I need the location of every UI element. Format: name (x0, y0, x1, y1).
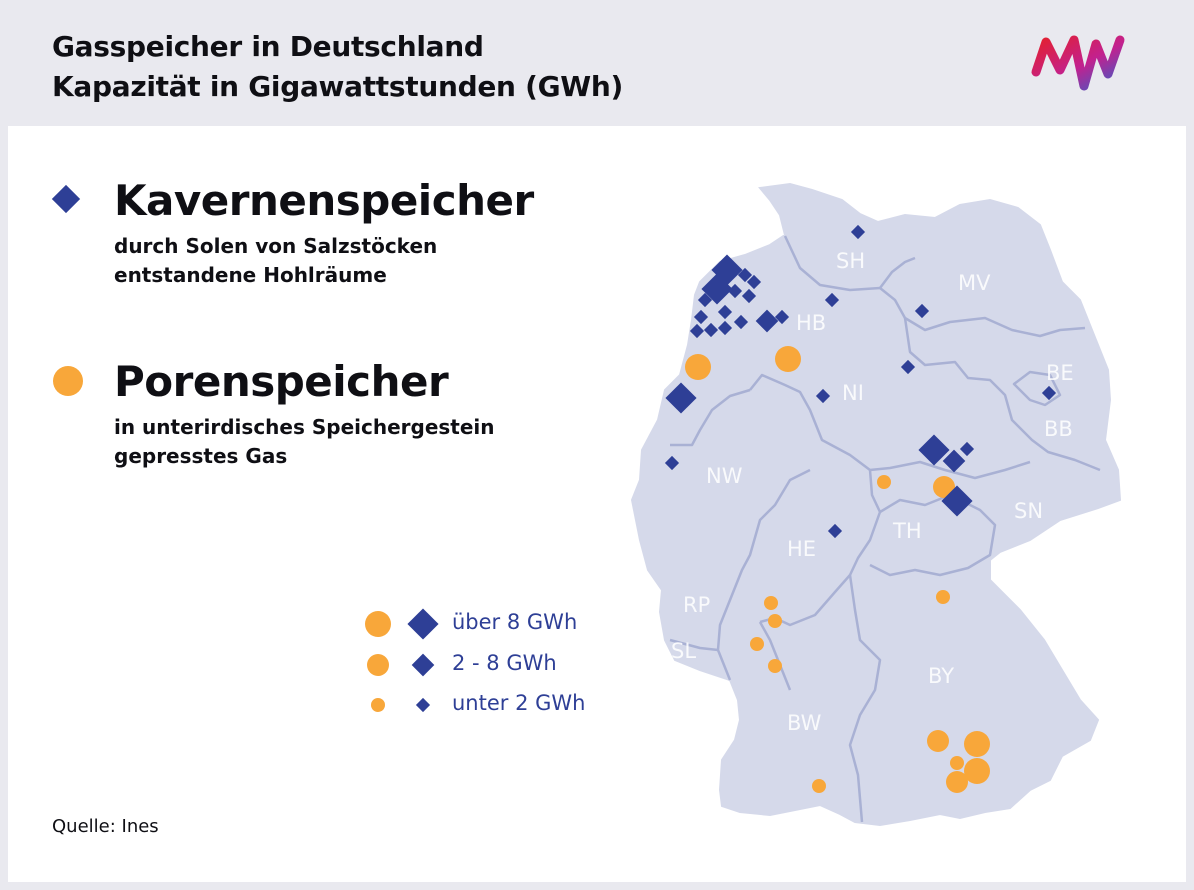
legend-row-medium: 2 - 8 GWh (360, 645, 620, 685)
pore-storage-marker (764, 596, 778, 610)
region-label-sh: SH (836, 249, 865, 273)
legend-row-small: unter 2 GWh (360, 685, 620, 725)
cavern-description: durch Solen von Salzstöcken entstandene … (114, 232, 534, 290)
cavern-storage-marker (755, 309, 779, 333)
source-note: Quelle: Ines (52, 816, 159, 837)
pore-storage-marker (964, 731, 990, 757)
legend-circle-medium (367, 654, 389, 676)
cavern-storage-marker (774, 309, 790, 325)
legend-circle-small (371, 698, 385, 712)
title-line-1: Gasspeicher in Deutschland (52, 30, 484, 63)
region-labels: SH MV HB NI BE BB NW SN TH HE RP SL BY B… (671, 249, 1074, 735)
cavern-storage-marker (959, 441, 975, 457)
pore-storage-marker (812, 779, 826, 793)
legend-symbols-medium (367, 653, 435, 677)
cavern-storage-marker (737, 267, 753, 283)
cavern-storage-marker (703, 322, 719, 338)
pore-storage-marker (950, 756, 964, 770)
pore-storage-marker (685, 354, 711, 380)
region-label-be: BE (1046, 361, 1074, 385)
pore-storage-marker (964, 758, 990, 784)
pore-storage-marker (946, 771, 968, 793)
cavern-storage-marker (850, 224, 866, 240)
legend-label-medium: 2 - 8 GWh (452, 651, 557, 675)
pore-description: in unterirdisches Speichergestein gepres… (114, 413, 495, 471)
cavern-title: Kavernenspeicher (114, 176, 534, 225)
region-label-mv: MV (958, 271, 991, 295)
pore-storage-marker (927, 730, 949, 752)
legend-row-large: über 8 GWh (360, 604, 620, 644)
region-label-hb: HB (796, 311, 826, 335)
legend-diamond-large (407, 608, 439, 640)
cavern-storage-marker (665, 382, 697, 414)
pore-desc-line-1: in unterirdisches Speichergestein (114, 415, 495, 439)
cavern-storage-marker (693, 309, 709, 325)
legend-circle-large (365, 611, 391, 637)
region-label-by: BY (928, 664, 954, 688)
pore-bullet-icon (53, 366, 83, 396)
germany-map: SH MV HB NI BE BB NW SN TH HE RP SL BY B… (630, 182, 1122, 827)
region-label-bw: BW (787, 711, 822, 735)
region-label-sl: SL (671, 639, 696, 663)
cavern-storage-marker (824, 292, 840, 308)
pore-storage-marker (768, 659, 782, 673)
storage-markers (664, 224, 1057, 793)
cavern-storage-marker (827, 523, 843, 539)
region-label-ni: NI (842, 381, 864, 405)
header: Gasspeicher in Deutschland Kapazität in … (0, 0, 1194, 126)
legend-diamond-medium (411, 653, 435, 677)
title-line-2: Kapazität in Gigawattstunden (GWh) (52, 70, 623, 103)
cavern-storage-marker (914, 303, 930, 319)
cavern-desc-line-2: entstandene Hohlräume (114, 263, 387, 287)
pore-storage-marker (750, 637, 764, 651)
legend-symbols-small (371, 697, 431, 713)
cavern-storage-marker (1041, 385, 1057, 401)
cavern-storage-marker (746, 274, 762, 290)
cavern-storage-marker (689, 323, 705, 339)
cavern-storage-marker (701, 273, 733, 305)
region-label-he: HE (787, 537, 816, 561)
cavern-storage-marker (717, 304, 733, 320)
cavern-storage-marker (733, 314, 749, 330)
cavern-storage-marker (918, 434, 950, 466)
cavern-storage-marker (941, 485, 973, 517)
title: Gasspeicher in Deutschland Kapazität in … (52, 27, 623, 107)
mw-logo (1031, 35, 1125, 91)
region-label-nw: NW (706, 464, 743, 488)
region-label-sn: SN (1014, 499, 1043, 523)
region-label-th: TH (892, 519, 922, 543)
cavern-storage-marker (942, 449, 966, 473)
pore-storage-marker (936, 590, 950, 604)
pore-storage-marker (775, 346, 801, 372)
cavern-storage-marker (664, 455, 680, 471)
cavern-storage-marker (815, 388, 831, 404)
legend-label-large: über 8 GWh (452, 610, 578, 634)
cavern-storage-marker (900, 359, 916, 375)
legend-diamond-small (415, 697, 431, 713)
legend-symbols-large (365, 608, 439, 640)
cavern-storage-marker (727, 283, 743, 299)
cavern-storage-marker (741, 288, 757, 304)
pore-title: Porenspeicher (114, 357, 449, 406)
legend-label-small: unter 2 GWh (452, 691, 586, 715)
state-borders (669, 235, 1101, 823)
pore-desc-line-2: gepresstes Gas (114, 444, 288, 468)
cavern-desc-line-1: durch Solen von Salzstöcken (114, 234, 438, 258)
pore-storage-marker (768, 614, 782, 628)
cavern-type-block: Kavernenspeicher durch Solen von Salzstö… (114, 176, 534, 290)
cavern-storage-marker (697, 292, 713, 308)
region-label-rp: RP (683, 593, 710, 617)
cavern-storage-marker (717, 320, 733, 336)
pore-type-block: Porenspeicher in unterirdisches Speicher… (114, 357, 495, 471)
pore-storage-marker (933, 476, 955, 498)
pore-storage-marker (877, 475, 891, 489)
region-label-bb: BB (1044, 417, 1073, 441)
